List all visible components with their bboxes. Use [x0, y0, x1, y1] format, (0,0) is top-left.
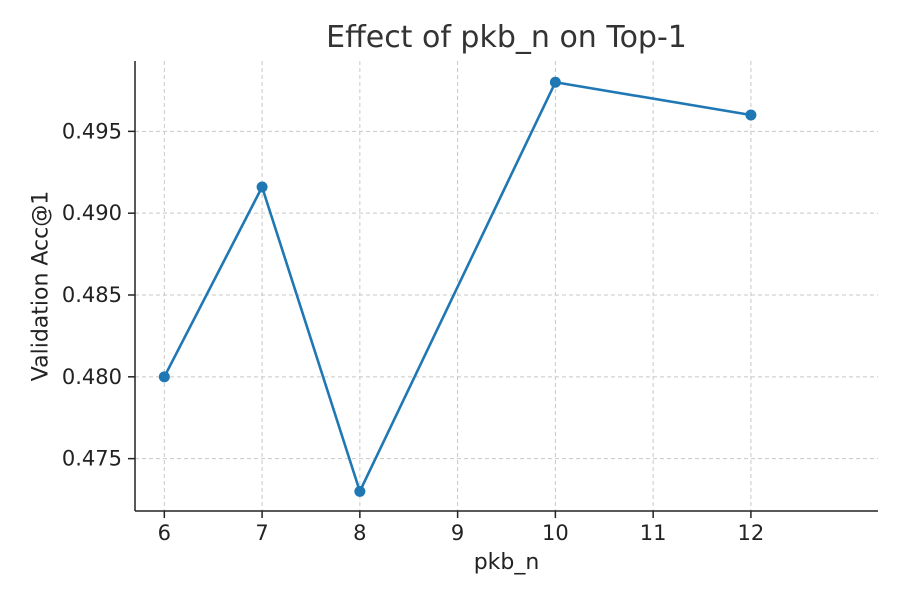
data-point — [354, 485, 366, 497]
grid — [135, 61, 878, 511]
y-tick-label: 0.485 — [62, 283, 122, 307]
x-tick-label: 10 — [542, 521, 569, 545]
x-tick-label: 9 — [451, 521, 464, 545]
y-tick-label: 0.495 — [62, 119, 122, 143]
series-line — [163, 80, 752, 493]
y-tick-label: 0.475 — [62, 447, 122, 471]
x-tick-label: 7 — [255, 521, 268, 545]
data-point — [256, 181, 268, 193]
x-axis-label: pkb_n — [474, 550, 540, 575]
data-point — [745, 109, 757, 121]
y-ticks: 0.475 0.480 0.485 0.490 0.495 — [62, 119, 135, 471]
y-axis-label: Validation Acc@1 — [29, 191, 54, 381]
data-point — [158, 371, 170, 383]
y-tick-label: 0.480 — [62, 365, 122, 389]
x-tick-label: 8 — [353, 521, 366, 545]
data-point — [549, 76, 561, 88]
x-tick-label: 12 — [738, 521, 765, 545]
x-tick-label: 11 — [640, 521, 667, 545]
x-tick-label: 6 — [158, 521, 171, 545]
x-ticks: 6 7 8 9 10 11 12 — [158, 511, 765, 545]
axes — [134, 61, 878, 512]
series — [158, 76, 757, 497]
y-tick-label: 0.490 — [62, 201, 122, 225]
chart-title: Effect of pkb_n on Top-1 — [326, 20, 687, 55]
